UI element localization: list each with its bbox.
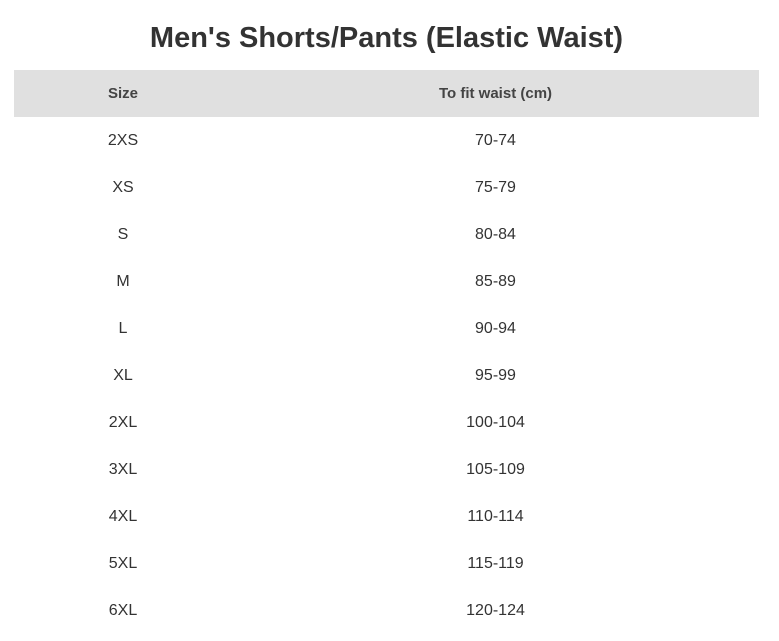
size-table: Size To fit waist (cm) 2XS 70-74 XS 75-79 S 8… xyxy=(14,70,759,634)
waist-cell: 90-94 xyxy=(475,319,516,337)
table-row: S 80-84 xyxy=(14,211,759,258)
waist-cell: 75-79 xyxy=(475,178,516,196)
table-row: XL 95-99 xyxy=(14,352,759,399)
page-title: Men's Shorts/Pants (Elastic Waist) xyxy=(149,22,624,54)
table-row: M 85-89 xyxy=(14,258,759,305)
waist-cell: 120-124 xyxy=(466,601,525,619)
table-row: 2XS 70-74 xyxy=(14,117,759,164)
size-cell: 6XL xyxy=(108,601,138,619)
table-row: 5XL 115-119 xyxy=(14,540,759,587)
table-row: 4XL 110-114 xyxy=(14,493,759,540)
table-row: 3XL 105-109 xyxy=(14,446,759,493)
size-cell: 5XL xyxy=(108,554,138,572)
waist-cell: 115-119 xyxy=(467,554,524,572)
table-header: Size To fit waist (cm) xyxy=(14,70,759,117)
size-cell: XS xyxy=(112,178,134,196)
waist-cell: 100-104 xyxy=(466,413,525,431)
waist-cell: 105-109 xyxy=(466,460,525,478)
waist-cell: 85-89 xyxy=(475,272,516,290)
table-row: L 90-94 xyxy=(14,305,759,352)
waist-cell: 80-84 xyxy=(475,225,516,243)
waist-cell: 110-114 xyxy=(467,507,524,525)
size-cell: 4XL xyxy=(108,507,138,525)
size-cell: L xyxy=(118,319,128,337)
size-cell: XL xyxy=(113,366,133,384)
table-row: 2XL 100-104 xyxy=(14,399,759,446)
size-cell: S xyxy=(117,225,129,243)
size-cell: 3XL xyxy=(108,460,138,478)
size-cell: 2XS xyxy=(107,131,139,149)
table-row: XS 75-79 xyxy=(14,164,759,211)
waist-cell: 70-74 xyxy=(475,131,516,149)
table-row: 6XL 120-124 xyxy=(14,587,759,634)
waist-cell: 95-99 xyxy=(475,366,516,384)
header-waist: To fit waist (cm) xyxy=(232,70,759,117)
size-cell: M xyxy=(116,272,130,290)
size-cell: 2XL xyxy=(108,413,138,431)
header-size: Size xyxy=(14,70,232,117)
